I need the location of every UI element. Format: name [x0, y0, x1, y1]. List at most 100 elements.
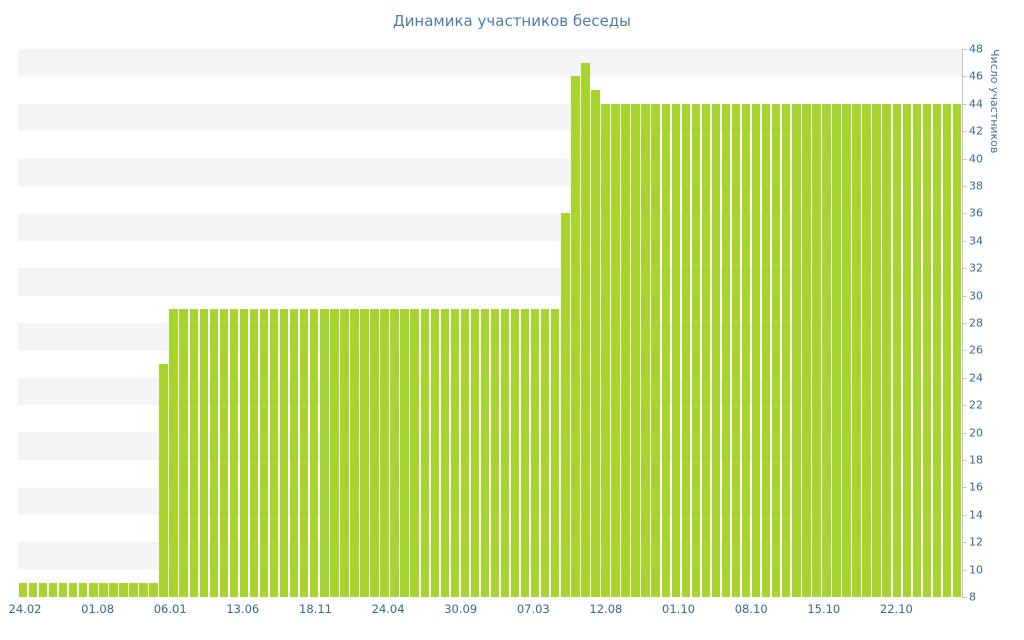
bar[interactable]: [541, 309, 550, 597]
bar[interactable]: [571, 76, 580, 597]
bar[interactable]: [922, 103, 932, 597]
bar[interactable]: [611, 103, 620, 597]
bar[interactable]: [119, 583, 128, 597]
bar[interactable]: [48, 583, 58, 597]
bar[interactable]: [862, 103, 871, 597]
bar[interactable]: [330, 309, 339, 597]
bar[interactable]: [872, 103, 881, 597]
bar[interactable]: [129, 583, 138, 597]
bar[interactable]: [912, 103, 922, 597]
y-tick-label: 12: [969, 535, 983, 549]
bar[interactable]: [89, 583, 98, 597]
bar[interactable]: [400, 309, 409, 597]
bar[interactable]: [510, 309, 520, 597]
y-tick-label: 14: [969, 508, 983, 522]
bar[interactable]: [711, 103, 721, 597]
bar[interactable]: [691, 103, 701, 597]
bar[interactable]: [69, 583, 78, 597]
bar[interactable]: [289, 309, 299, 597]
bar[interactable]: [812, 103, 821, 597]
bar[interactable]: [802, 103, 811, 597]
bar[interactable]: [420, 309, 429, 597]
bar[interactable]: [681, 103, 691, 597]
bar[interactable]: [370, 309, 379, 597]
bar[interactable]: [641, 103, 650, 597]
bar[interactable]: [239, 309, 249, 597]
bar[interactable]: [360, 309, 369, 597]
bar[interactable]: [199, 309, 208, 597]
bar[interactable]: [751, 103, 761, 597]
bar[interactable]: [832, 103, 841, 597]
bar[interactable]: [149, 583, 158, 597]
bar[interactable]: [219, 309, 229, 597]
bar[interactable]: [661, 103, 670, 597]
y-tick-mark: [962, 186, 967, 187]
bar[interactable]: [500, 309, 510, 597]
bar[interactable]: [581, 62, 590, 597]
y-tick-label: 18: [969, 453, 983, 467]
bar[interactable]: [18, 583, 28, 597]
bar[interactable]: [99, 583, 108, 597]
bar[interactable]: [892, 103, 901, 597]
bar[interactable]: [58, 583, 68, 597]
bar[interactable]: [28, 583, 38, 597]
bar[interactable]: [932, 103, 942, 597]
bar[interactable]: [440, 309, 450, 597]
bar[interactable]: [761, 103, 771, 597]
bar[interactable]: [902, 103, 911, 597]
bar[interactable]: [109, 583, 118, 597]
bar[interactable]: [551, 309, 560, 597]
bar[interactable]: [771, 103, 781, 597]
bar[interactable]: [520, 309, 530, 597]
bar[interactable]: [189, 309, 198, 597]
bar[interactable]: [249, 309, 259, 597]
bar[interactable]: [721, 103, 731, 597]
bar[interactable]: [450, 309, 460, 597]
bar[interactable]: [460, 309, 470, 597]
bar[interactable]: [631, 103, 640, 597]
bar[interactable]: [671, 103, 680, 597]
bar[interactable]: [390, 309, 399, 597]
bar[interactable]: [480, 309, 490, 597]
bar[interactable]: [470, 309, 480, 597]
bar[interactable]: [350, 309, 359, 597]
bar[interactable]: [139, 583, 148, 597]
bar[interactable]: [259, 309, 269, 597]
x-tick-label: 06.01: [153, 602, 187, 616]
bar[interactable]: [229, 309, 239, 597]
bar[interactable]: [299, 309, 309, 597]
bar[interactable]: [842, 103, 851, 597]
bar[interactable]: [320, 309, 329, 597]
bar[interactable]: [79, 583, 88, 597]
bar[interactable]: [269, 309, 279, 597]
bar[interactable]: [782, 103, 791, 597]
bar[interactable]: [561, 213, 570, 597]
bar[interactable]: [380, 309, 389, 597]
bar[interactable]: [822, 103, 831, 597]
bar[interactable]: [942, 103, 952, 597]
bar[interactable]: [169, 309, 178, 597]
bar[interactable]: [952, 103, 962, 597]
bar[interactable]: [701, 103, 711, 597]
bar[interactable]: [159, 364, 168, 597]
bar[interactable]: [591, 90, 600, 597]
bar[interactable]: [490, 309, 500, 597]
bar[interactable]: [651, 103, 660, 597]
bar[interactable]: [430, 309, 439, 597]
y-tick-mark: [962, 514, 967, 516]
bar[interactable]: [882, 103, 891, 597]
bar[interactable]: [179, 309, 188, 597]
bar[interactable]: [792, 103, 801, 597]
bar[interactable]: [601, 103, 610, 597]
bar[interactable]: [731, 103, 741, 597]
bar[interactable]: [621, 103, 630, 597]
bar[interactable]: [410, 309, 419, 597]
bar[interactable]: [741, 103, 751, 597]
bar[interactable]: [310, 309, 319, 597]
bar[interactable]: [38, 583, 48, 597]
bar[interactable]: [340, 309, 349, 597]
bar[interactable]: [279, 309, 289, 597]
bar[interactable]: [530, 309, 540, 597]
bar[interactable]: [852, 103, 861, 597]
bar[interactable]: [209, 309, 219, 597]
